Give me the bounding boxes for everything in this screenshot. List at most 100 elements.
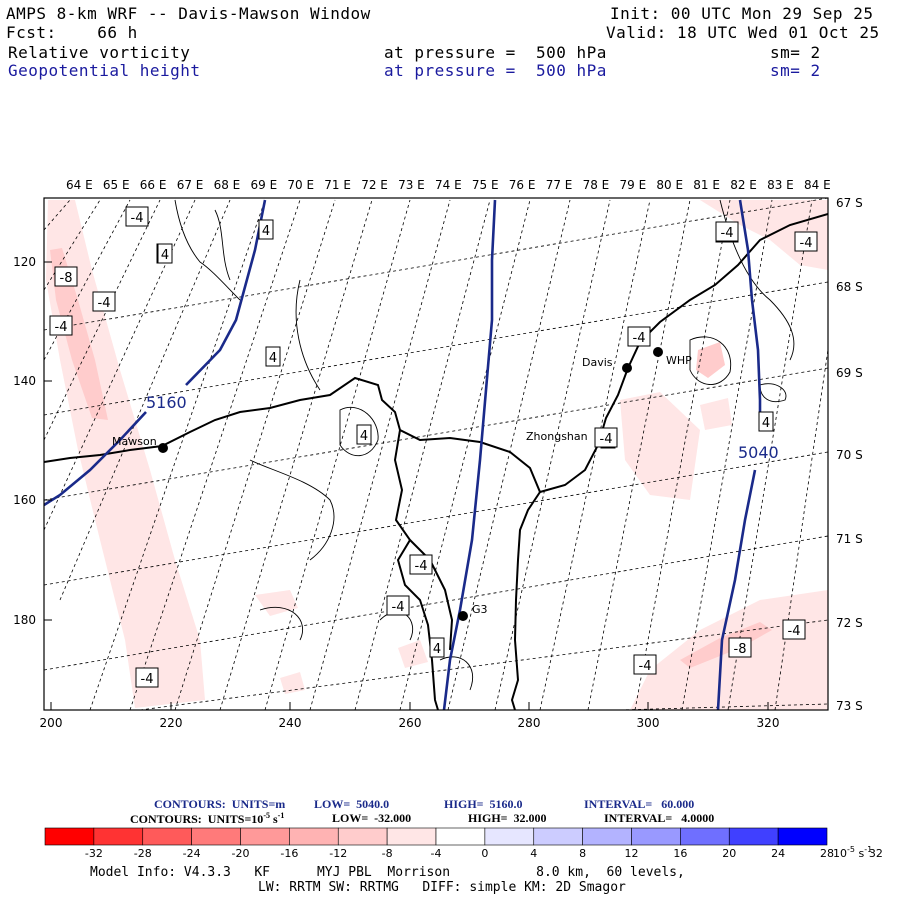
vorticity-label-box [125,206,149,227]
colorbar-label: -4 [431,847,442,860]
left-axis-label: 180 [13,613,36,627]
station-mawson-dot [158,443,168,453]
map-title: AMPS 8-km WRF -- Davis-Mawson Window [6,4,371,23]
vorticity-label-box [594,427,618,448]
axis-ticks [44,261,769,710]
station-markers [158,347,663,621]
height-label-5160: 5160 [146,393,187,412]
vorticity-label: -8 [734,642,747,657]
height-label-5040: 5040 [738,443,779,462]
bottom-axis-label: 320 [757,716,780,730]
vorticity-label: -4 [721,226,734,241]
colorbar-label: 24 [771,847,785,860]
top-axis-label: 72 E [361,178,388,192]
top-axis-label: 64 E [66,178,93,192]
color-scale-bar [44,827,828,846]
top-axis-label: 81 E [693,178,720,192]
vorticity-label: 4 [762,416,770,431]
right-axis-label: 71 S [836,532,863,546]
vorticity-label: -4 [600,432,613,447]
station-whp-dot [653,347,663,357]
colorbar-label: 4 [530,847,537,860]
colorbar-label: 8 [579,847,586,860]
vorticity-label-box [429,637,445,658]
vorticity-label: -4 [633,331,646,346]
vorticity-label-box [627,326,651,347]
vorticity-contours [174,199,795,691]
top-axis-label: 66 E [140,178,167,192]
colorbar-swatch [435,827,486,846]
colorbar-swatch [728,827,779,846]
vorticity-contour-interval: INTERVAL= 4.0000 [604,811,715,825]
top-axis-label: 82 E [730,178,757,192]
station-label-mawson: Mawson [112,435,157,448]
left-axis-label: 160 [13,493,36,507]
bottom-axis-label: 280 [518,716,541,730]
right-axis-label: 73 S [836,699,863,713]
colorbar-unit: 10-5 s-1 [833,845,872,860]
field2-level: at pressure = 500 hPa [384,61,607,80]
vorticity-label: -4 [392,600,405,615]
colorbar-label: 16 [673,847,687,860]
vorticity-label-box [92,291,116,312]
colorbar-swatch [240,827,290,846]
colorbar-swatch [777,827,828,846]
init-time: Init: 00 UTC Mon 29 Sep 25 [610,4,874,23]
vorticity-label: -4 [788,624,801,639]
top-axis-label: 74 E [435,178,462,192]
colorbar-label: 0 [481,847,488,860]
top-axis-label: 71 E [324,178,351,192]
vorticity-label: -8 [60,271,73,286]
vorticity-label: -4 [98,296,111,311]
top-axis-label: 68 E [214,178,241,192]
top-axis-label: 70 E [287,178,314,192]
bottom-axis-labels: 200 220 240 260 280 300 320 [40,716,780,730]
height-contour-low: LOW= 5040.0 [314,797,390,811]
vorticity-label-box [356,424,372,445]
colorbar-swatch [93,827,144,846]
bottom-axis-label: 220 [160,716,183,730]
field1-level: at pressure = 500 hPa [384,43,607,62]
vorticity-label-box [782,619,806,640]
right-axis-label: 67 S [836,196,863,210]
colorbar-swatch [337,827,388,846]
vorticity-label: -4 [131,211,144,226]
right-axis-label: 72 S [836,616,863,630]
vorticity-contour-low: LOW= -32.000 [332,811,412,825]
colorbar-swatch [142,827,192,846]
valid-time: Valid: 18 UTC Wed 01 Oct 25 [606,23,880,42]
top-axis-label: 67 E [177,178,204,192]
top-axis-label: 84 E [804,178,831,192]
vorticity-label: 4 [360,429,368,444]
colorbar-label: 12 [625,847,639,860]
top-axis-label: 65 E [103,178,130,192]
vorticity-label-box [54,266,78,287]
height-contours [44,199,762,710]
field2-name: Geopotential height [8,61,201,80]
bottom-axis-label: 300 [637,716,660,730]
height-contour-interval: INTERVAL= 60.000 [584,797,695,811]
colorbar-swatch [386,827,437,846]
colorbar-swatch [533,827,583,846]
bottom-axis-label: 240 [279,716,302,730]
vorticity-labels: -444-8-4-444-4-4-44-4-4444-4-4-8-4-4-4 [49,206,818,688]
model-info: Model Info: V4.3.3 KF MYJ PBL Morrison 8… [90,865,685,880]
top-axis-label: 83 E [767,178,794,192]
station-label-g3: G3 [472,603,488,616]
model-info-physics: LW: RRTM SW: RRTMG DIFF: simple KM: 2D S… [258,880,626,895]
bottom-axis-label: 260 [399,716,422,730]
vorticity-contour-high: HIGH= 32.000 [468,811,547,825]
field1-sm: sm= 2 [770,43,821,62]
vorticity-label: 4 [262,224,270,239]
colorbar-label: -20 [232,847,250,860]
top-axis-label: 78 E [583,178,610,192]
right-axis-labels: 67 S 68 S 69 S 70 S 71 S 72 S 73 S [836,196,863,713]
forecast-hour: Fcst: 66 h [6,23,138,42]
vorticity-contour-units: CONTOURS: UNITS=10-5 s-1 [130,811,285,826]
vorticity-label-box [386,595,410,616]
colorbar-swatch [44,827,95,846]
colorbar-swatch [631,827,681,846]
colorbar-label: -28 [134,847,152,860]
colorbar-swatch [484,827,535,846]
colorbar-label: 32 [869,847,883,860]
